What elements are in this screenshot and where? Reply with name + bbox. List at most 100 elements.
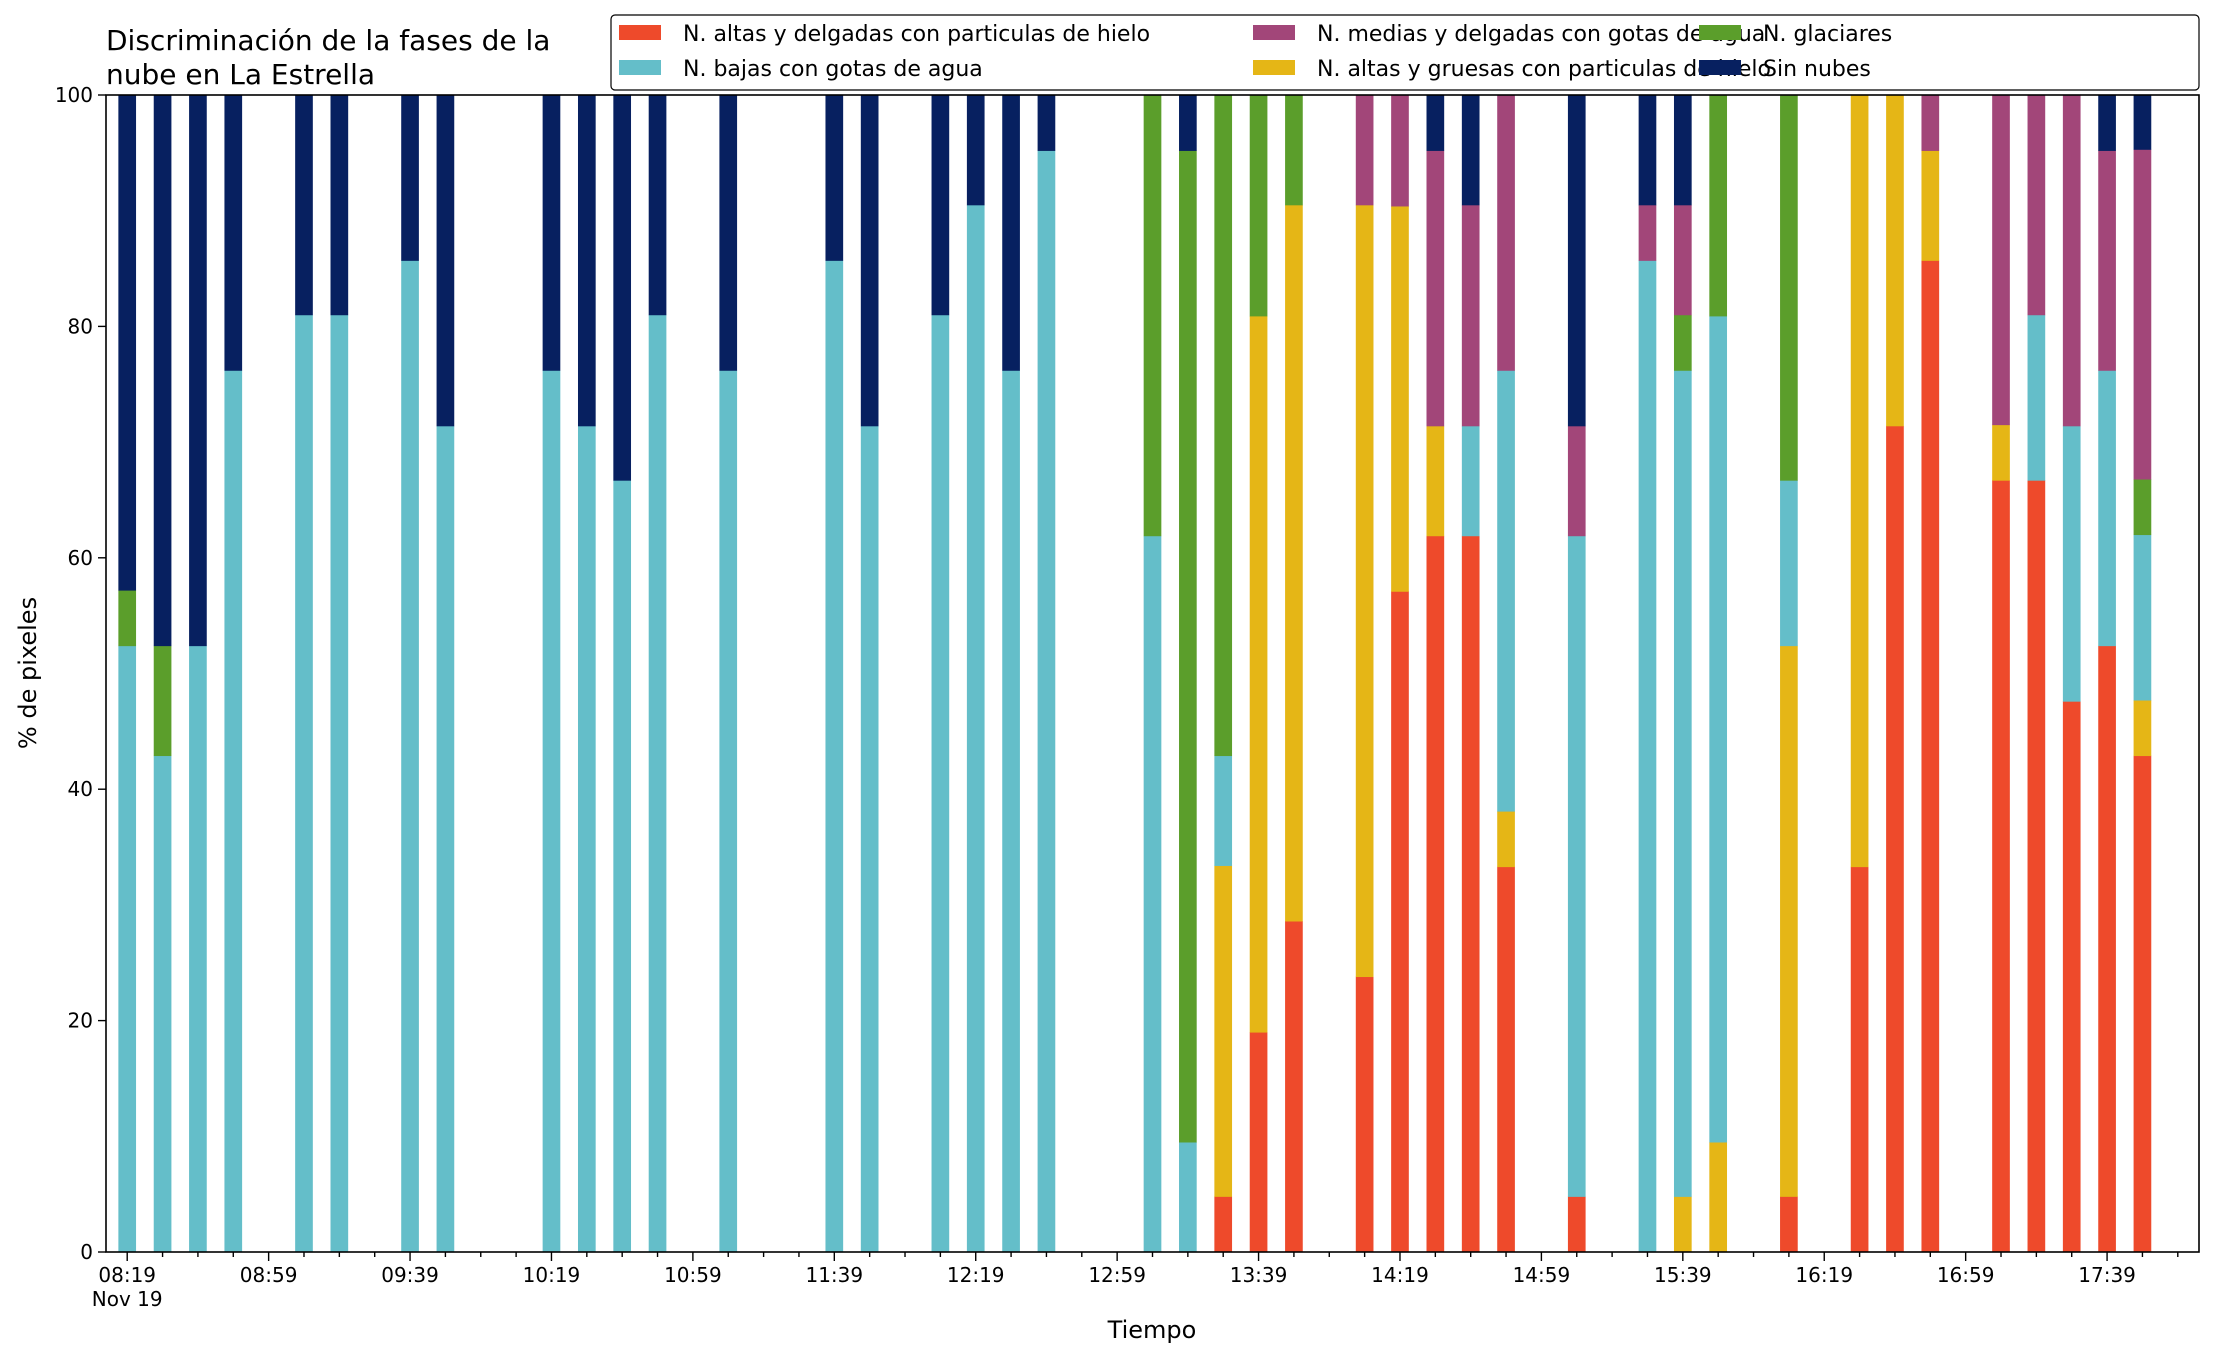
bar-segment-14-2 <box>860 425 879 1253</box>
bar-segment-26-5 <box>1426 95 1445 151</box>
bar-segment-35-1 <box>1886 95 1904 427</box>
bar-segment-28-4 <box>1497 95 1515 371</box>
bar-segment-26-4 <box>1426 150 1445 427</box>
bar-segment-0-2 <box>118 645 137 1253</box>
bar-segment-1-2 <box>153 755 172 1253</box>
bar-segment-0-3 <box>118 590 137 647</box>
bar-segment-11-2 <box>648 314 667 1253</box>
bar-segment-27-5 <box>1461 95 1480 206</box>
bar-segment-20-3 <box>1179 150 1197 1143</box>
bar-segment-38-4 <box>2027 95 2046 316</box>
bar-segment-3-2 <box>224 370 243 1253</box>
bar-segment-13-2 <box>825 260 844 1253</box>
bar-segment-20-5 <box>1179 95 1197 151</box>
bar-segment-31-1 <box>1673 1196 1692 1253</box>
legend-label-0: N. altas y delgadas con particulas de hi… <box>683 22 1150 47</box>
bar-segment-34-1 <box>1850 95 1869 868</box>
bar-segment-12-5 <box>719 95 738 371</box>
bar-segment-15-5 <box>931 95 950 316</box>
bar-segment-12-2 <box>719 370 738 1253</box>
bar-segment-29-5 <box>1567 95 1586 427</box>
bars-layer <box>118 95 2152 1253</box>
bar-segment-40-4 <box>2098 150 2116 371</box>
bar-segment-41-1 <box>2133 700 2152 757</box>
bar-segment-26-0 <box>1426 535 1445 1253</box>
bar-segment-4-2 <box>295 314 313 1253</box>
bar-segment-32-2 <box>1709 315 1728 1143</box>
bar-segment-37-4 <box>1992 95 2010 426</box>
bar-segment-16-2 <box>966 204 985 1253</box>
bar-segment-29-0 <box>1567 1196 1586 1253</box>
bar-segment-4-5 <box>295 95 313 316</box>
bar-segment-6-2 <box>401 260 419 1253</box>
bar-segment-13-5 <box>825 95 844 261</box>
x-tick-label: 16:19 <box>1795 1263 1853 1287</box>
x-tick-label: 15:39 <box>1654 1263 1712 1287</box>
bar-segment-29-4 <box>1567 425 1586 537</box>
bar-segment-20-2 <box>1179 1142 1197 1253</box>
bar-segment-5-2 <box>330 314 349 1253</box>
bar-segment-7-2 <box>436 425 455 1253</box>
y-tick-label: 20 <box>68 1009 93 1033</box>
y-tick-label: 100 <box>55 83 93 107</box>
legend-swatch-0 <box>619 25 661 40</box>
x-tick-label: 13:39 <box>1230 1263 1288 1287</box>
bar-segment-32-1 <box>1709 1142 1728 1253</box>
bar-segment-19-3 <box>1143 95 1162 537</box>
bar-segment-19-2 <box>1143 535 1162 1253</box>
bar-segment-14-5 <box>860 95 879 427</box>
bar-segment-41-2 <box>2133 534 2152 701</box>
x-tick-label: 14:59 <box>1513 1263 1571 1287</box>
bar-segment-7-5 <box>436 95 455 427</box>
bar-segment-36-0 <box>1921 260 1940 1253</box>
bar-segment-30-4 <box>1638 204 1657 261</box>
plot-frame <box>105 94 2200 1253</box>
bar-segment-10-2 <box>613 480 632 1253</box>
bar-segment-24-4 <box>1355 95 1374 206</box>
bar-segment-27-4 <box>1461 204 1480 427</box>
y-axis-label: % de pixeles <box>14 597 42 749</box>
y-axis: 0 20 40 60 80 100 <box>55 83 106 1264</box>
chart-title-line-1: Discriminación de la fases de la <box>106 24 550 57</box>
bar-segment-21-2 <box>1214 755 1233 866</box>
bar-segment-15-2 <box>931 314 950 1253</box>
y-tick-label: 0 <box>80 1240 93 1264</box>
bar-segment-31-5 <box>1673 95 1692 206</box>
legend-swatch-5 <box>1699 60 1741 75</box>
x-tick-label: 08:19 <box>98 1263 156 1287</box>
legend-swatch-4 <box>1253 25 1295 40</box>
bar-segment-37-1 <box>1992 424 2010 481</box>
bar-segment-17-5 <box>1002 95 1020 371</box>
bar-segment-33-3 <box>1780 95 1798 481</box>
bar-segment-31-4 <box>1673 204 1692 316</box>
bar-segment-38-2 <box>2027 314 2046 481</box>
y-tick-label: 80 <box>68 314 93 338</box>
bar-segment-27-0 <box>1461 535 1480 1253</box>
legend-label-1: N. altas y gruesas con particulas de hie… <box>1317 57 1771 82</box>
bar-segment-21-3 <box>1214 95 1233 757</box>
bar-segment-18-5 <box>1037 95 1056 151</box>
legend-swatch-3 <box>1699 25 1741 40</box>
x-tick-label: 14:19 <box>1371 1263 1429 1287</box>
x-tick-label: 12:59 <box>1088 1263 1146 1287</box>
bar-segment-5-5 <box>330 95 349 316</box>
y-tick-label: 60 <box>68 546 93 570</box>
bar-segment-23-0 <box>1285 921 1303 1253</box>
bar-segment-22-0 <box>1249 1032 1268 1253</box>
bar-segment-31-2 <box>1673 370 1692 1197</box>
x-axis: 08:19 08:59 09:39 10:19 10:59 11:39 12:19 12:59… <box>92 1252 2179 1311</box>
bar-segment-37-0 <box>1992 480 2010 1253</box>
bar-segment-17-2 <box>1002 370 1020 1253</box>
bar-segment-39-2 <box>2062 425 2081 702</box>
bar-segment-10-5 <box>613 95 632 481</box>
x-tick-label: 11:39 <box>805 1263 863 1287</box>
legend-label-5: Sin nubes <box>1763 57 1871 82</box>
bar-segment-25-4 <box>1391 95 1409 207</box>
bar-segment-2-5 <box>189 95 207 647</box>
bar-segment-30-5 <box>1638 95 1657 206</box>
x-tick-label: 12:19 <box>947 1263 1005 1287</box>
x-tick-label: 09:39 <box>381 1263 439 1287</box>
legend-label-4: N. medias y delgadas con gotas de agua <box>1317 22 1765 47</box>
bar-segment-28-2 <box>1497 370 1515 812</box>
